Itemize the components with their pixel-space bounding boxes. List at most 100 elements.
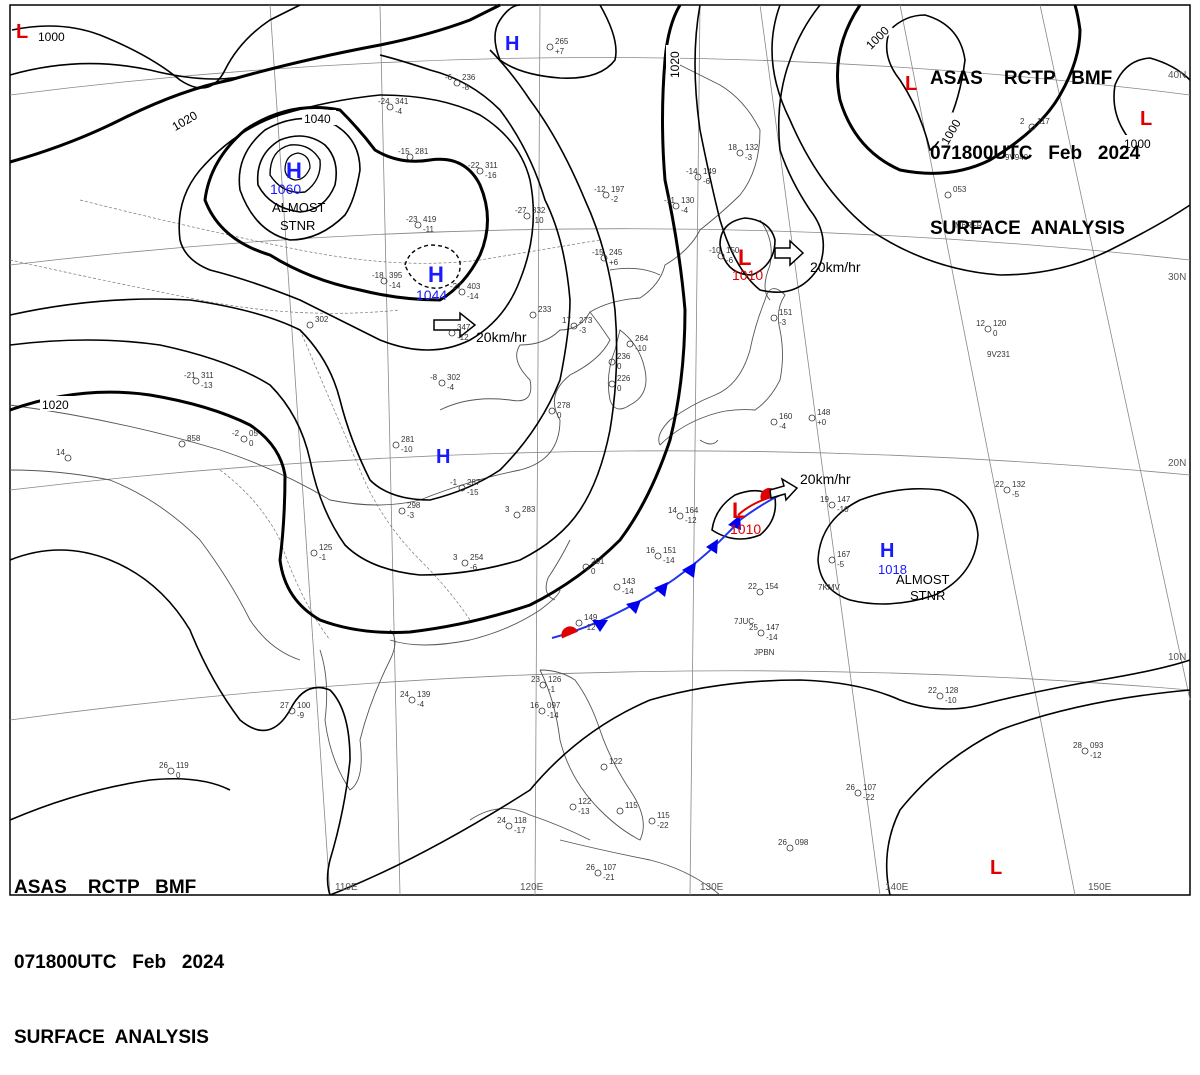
station-plot: 151-3: [779, 308, 793, 327]
station-plot: -14 149-6: [686, 167, 717, 186]
station-temp: 16: [530, 701, 539, 710]
station-plot: -11 130-4: [664, 196, 695, 215]
station-pres: 311: [485, 161, 498, 170]
station-plot: 2 117: [1020, 117, 1050, 126]
station-dew: -4: [447, 383, 455, 392]
station-plot: 22 128-10: [928, 686, 959, 705]
station-dew: -14: [622, 587, 634, 596]
station-pres: 341: [395, 97, 409, 106]
station-circle: [539, 681, 547, 689]
station-dew: -6: [726, 256, 734, 265]
station-dew: -12: [685, 516, 697, 525]
station-pres: 148: [817, 408, 831, 417]
motion-arrow: [433, 311, 477, 339]
station-dew: -14: [766, 633, 778, 642]
station-pres: 120: [993, 319, 1007, 328]
station-circle: [476, 167, 484, 175]
station-circle: [438, 379, 446, 387]
station-temp: 22: [995, 480, 1004, 489]
isobar-label: 1020: [668, 51, 682, 78]
center-note: ALMOST: [272, 200, 326, 215]
motion-arrow: [769, 477, 799, 502]
motion-label: 20km/hr: [800, 471, 851, 487]
header-top: ASAS RCTP BMF 071800UTC Feb 2024 SURFACE…: [930, 16, 1140, 266]
station-plot: -27 403-14: [450, 282, 481, 301]
station-pres: 115: [657, 811, 670, 820]
station-pres: 254: [470, 553, 484, 562]
station-temp: -27: [515, 206, 527, 215]
station-plot: 14 164-12: [668, 506, 699, 525]
high-symbol: H: [436, 446, 450, 468]
station-circle: [513, 511, 521, 519]
station-circle: [569, 803, 577, 811]
station-pres: 395: [389, 271, 403, 280]
station-pres: 298: [407, 501, 421, 510]
station-plot: 053: [953, 185, 967, 194]
station-pres: 347: [457, 323, 471, 332]
station-pres: 167: [837, 550, 851, 559]
station-circle: [984, 325, 992, 333]
isobar-label: 1000: [1124, 137, 1151, 151]
station-pres: 117: [1037, 117, 1050, 126]
station-circle: [575, 619, 583, 627]
center-note: ALMOST: [896, 572, 950, 587]
station-plot: 298-3: [407, 501, 421, 520]
station-dew: -10: [635, 344, 647, 353]
station-circle: [828, 556, 836, 564]
station-temp: 17: [562, 316, 571, 325]
station-circle: [529, 311, 537, 319]
station-circle: [406, 153, 414, 161]
station-pres: 147: [837, 495, 851, 504]
station-pres: 302: [447, 373, 461, 382]
high-symbol: H: [286, 158, 302, 183]
low-symbol: L: [732, 498, 745, 523]
station-temp: -24: [378, 97, 390, 106]
station-temp: -12: [594, 185, 606, 194]
header-line-1: ASAS RCTP BMF: [14, 877, 197, 898]
station-plot: 160-4: [779, 412, 793, 431]
station-pres: 143: [622, 577, 636, 586]
high-symbol: H: [880, 540, 894, 562]
isobars: [9, 3, 1191, 896]
station-markers: [64, 43, 1089, 877]
station-circle: [64, 454, 72, 462]
station-circle: [613, 583, 621, 591]
station-temp: 19: [820, 495, 829, 504]
station-circle: [1081, 747, 1089, 755]
station-dew: -14: [547, 711, 559, 720]
station-circle: [770, 418, 778, 426]
station-plot: 26 107-22: [846, 783, 877, 802]
lon-label: 150E: [1088, 882, 1112, 893]
station-pres: 122: [609, 757, 623, 766]
station-pres: 098: [795, 838, 809, 847]
station-dew: -14: [389, 281, 401, 290]
cold-front-pip: [706, 539, 718, 554]
station-temp: 22: [928, 686, 937, 695]
lon-label: 140E: [885, 882, 909, 893]
station-circle: [408, 696, 416, 704]
station-circle: [626, 340, 634, 348]
station-pres: 132: [745, 143, 759, 152]
lon-label: 130E: [700, 882, 724, 893]
station-temp: 14: [56, 448, 65, 457]
station-temp: -15: [398, 147, 410, 156]
station-plot: 24 118-17: [497, 816, 527, 835]
header-line-2: 071800UTC Feb 2024: [14, 952, 225, 973]
station-dew: -4: [681, 206, 689, 215]
station-plot: 28 093-12: [1073, 741, 1104, 760]
station-dew: -9: [297, 711, 305, 720]
station-plot: 125-1: [319, 543, 333, 562]
station-pres: 126: [548, 675, 562, 684]
station-pres: 119: [176, 761, 189, 770]
station-plot: 858: [187, 434, 201, 443]
header-line-3: SURFACE ANALYSIS: [930, 218, 1125, 239]
high-symbol: H: [428, 262, 444, 287]
lat-label: 20N: [1168, 458, 1186, 469]
station-temp: 22: [748, 582, 757, 591]
station-pres: 093: [1090, 741, 1104, 750]
station-pres: 097: [547, 701, 561, 710]
station-dew: 0: [617, 384, 622, 393]
station-dew: -17: [514, 826, 526, 835]
station-pres: 197: [611, 185, 625, 194]
